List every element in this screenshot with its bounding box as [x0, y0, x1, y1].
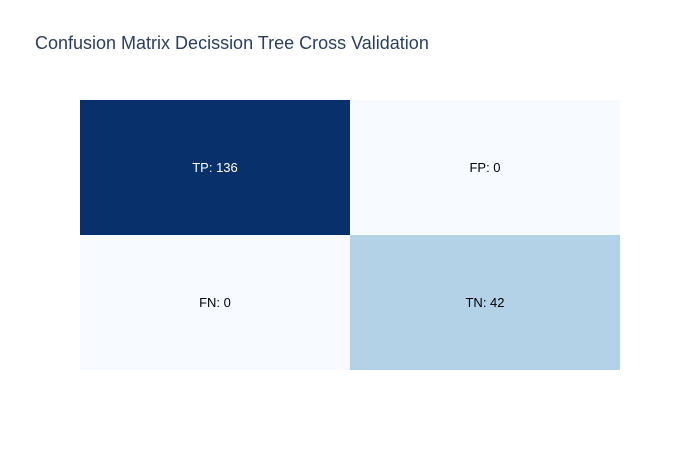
heatmap-cell-label-tp: TP: 136 [192, 160, 238, 175]
heatmap-cell-label-tn: TN: 42 [465, 295, 504, 310]
heatmap-cell-label-fp: FP: 0 [469, 160, 500, 175]
heatmap-cell-tn [350, 235, 620, 370]
heatmap-cell-fp [350, 100, 620, 235]
heatmap-cell-fn [80, 235, 350, 370]
heatmap-cell-label-fn: FN: 0 [199, 295, 231, 310]
heatmap-cell-tp [80, 100, 350, 235]
chart-title: Confusion Matrix Decission Tree Cross Va… [35, 33, 429, 53]
